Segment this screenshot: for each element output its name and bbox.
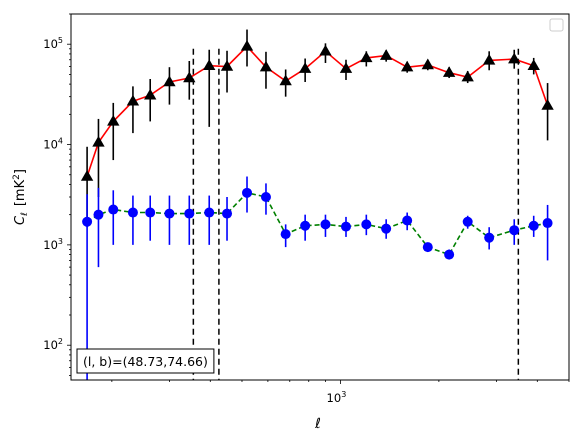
circle-marker: [444, 249, 455, 260]
circle-marker: [381, 223, 392, 234]
triangle-marker: [541, 98, 554, 110]
triangle-marker: [144, 88, 157, 100]
triangle-marker: [339, 62, 353, 73]
annotation-box: (l, b)=(48.73,74.66): [76, 348, 215, 374]
triangle-marker: [92, 135, 105, 147]
triangle-marker: [80, 170, 94, 181]
y-axis-label: Cℓ[mK2]: [12, 169, 30, 225]
circle-marker: [82, 216, 93, 227]
circle-marker: [260, 192, 271, 202]
series-2: [82, 176, 553, 380]
circle-marker: [164, 208, 175, 219]
y-tick-label: 105: [43, 36, 63, 51]
triangle-marker: [319, 44, 332, 56]
triangle-marker: [220, 59, 234, 71]
triangle-marker: [298, 62, 312, 73]
y-tick-label: 103: [43, 237, 63, 252]
x-axis-label: ℓ: [314, 416, 321, 432]
triangle-marker: [421, 58, 434, 70]
circle-marker: [509, 225, 520, 236]
triangle-marker: [163, 75, 176, 87]
y-tick-label: 102: [43, 337, 63, 352]
triangle-marker: [126, 94, 140, 106]
series-1: [80, 29, 554, 228]
triangle-marker: [482, 53, 496, 65]
legend: [549, 18, 564, 32]
circle-marker: [542, 218, 553, 229]
series-layer: [80, 29, 554, 380]
circle-marker: [242, 187, 253, 198]
triangle-marker: [527, 59, 540, 70]
y-tick-label: 104: [43, 137, 63, 152]
plot-frame: [70, 13, 570, 381]
triangle-marker: [401, 60, 414, 72]
circle-marker: [93, 209, 104, 220]
triangle-marker: [461, 70, 474, 82]
circle-marker: [462, 216, 473, 227]
svg-text:Cℓ[mK2]: Cℓ[mK2]: [12, 169, 30, 225]
triangle-marker: [259, 60, 273, 72]
triangle-marker: [379, 49, 393, 60]
circle-marker: [300, 220, 311, 231]
circle-marker: [108, 204, 119, 215]
circle-marker: [361, 219, 372, 230]
circle-marker: [320, 219, 331, 230]
circle-marker: [222, 208, 233, 219]
triangle-marker: [279, 74, 292, 86]
circle-marker: [204, 207, 215, 218]
axis-ticks: 102 103 104 105 103: [43, 13, 570, 405]
plot-area: [71, 14, 569, 380]
circle-marker: [127, 207, 138, 218]
circle-marker: [484, 232, 495, 243]
triangle-marker: [360, 51, 373, 63]
x-tick-label: 103: [327, 390, 347, 405]
circle-marker: [280, 229, 291, 240]
triangle-marker: [107, 114, 120, 126]
triangle-marker: [240, 39, 254, 51]
circle-marker: [340, 221, 351, 232]
triangle-marker: [442, 66, 456, 77]
circle-marker: [184, 208, 195, 219]
circle-marker: [422, 242, 433, 253]
annotation-text: (l, b)=(48.73,74.66): [83, 354, 208, 369]
circle-marker: [528, 220, 539, 231]
circle-marker: [402, 215, 413, 226]
circle-marker: [145, 207, 156, 218]
triangle-marker: [203, 59, 216, 70]
triangle-marker: [183, 71, 196, 83]
triangle-marker: [508, 52, 521, 64]
